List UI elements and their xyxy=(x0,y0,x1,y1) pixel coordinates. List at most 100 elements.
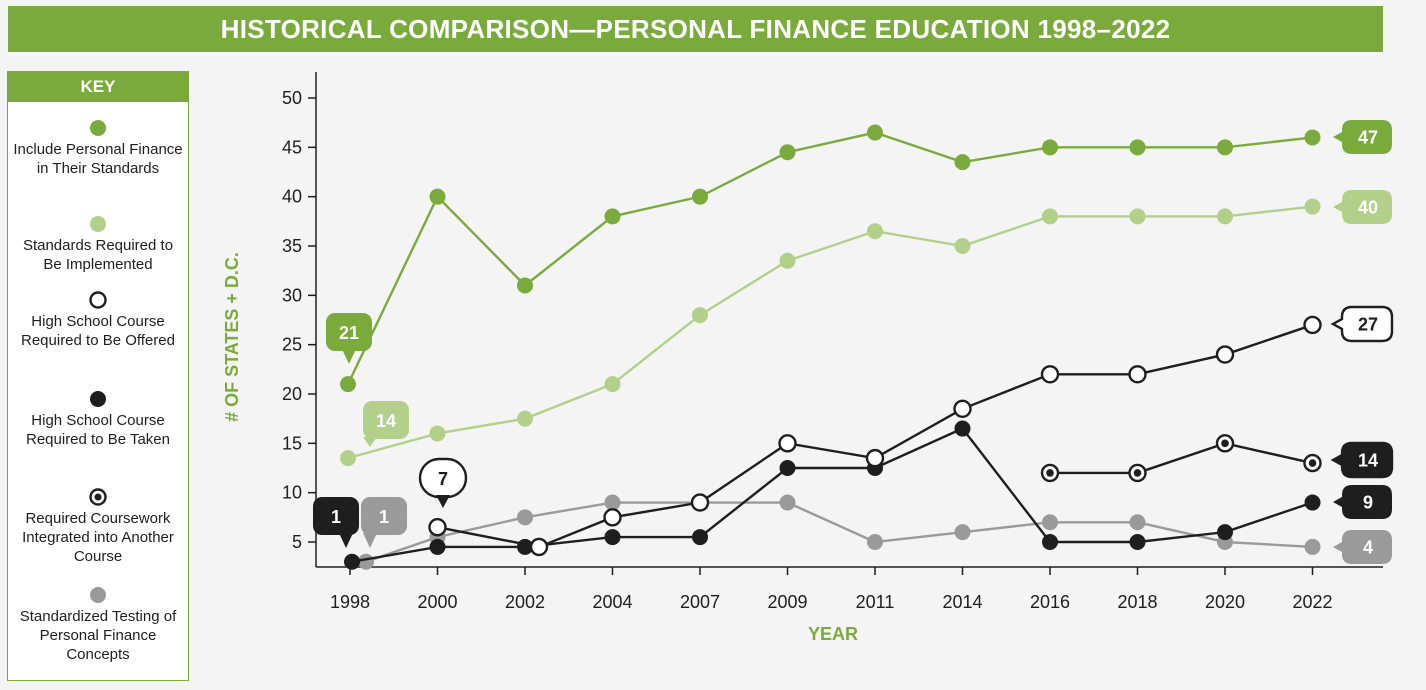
start-label-text: 14 xyxy=(376,411,396,431)
y-tick-label: 20 xyxy=(282,384,302,404)
data-point xyxy=(1215,345,1235,364)
end-label-integrated: 14 xyxy=(1330,441,1394,479)
y-tick-label: 35 xyxy=(282,236,302,256)
y-tick-label: 40 xyxy=(282,187,302,207)
start-label-standards: 21 xyxy=(326,313,372,364)
data-point xyxy=(1217,208,1233,225)
data-point xyxy=(1042,139,1058,156)
series-line-course-taken xyxy=(351,427,1313,563)
data-point xyxy=(1129,139,1146,156)
data-point xyxy=(867,223,883,240)
start-label-text: 7 xyxy=(438,469,448,489)
data-point xyxy=(1304,198,1321,215)
data-point xyxy=(954,238,971,254)
data-point xyxy=(865,448,885,468)
start-label-text: 1 xyxy=(331,507,341,527)
legend-label: High School Course Required to Be Offere… xyxy=(21,313,175,349)
data-point xyxy=(692,188,708,205)
end-label-text: 4 xyxy=(1363,538,1373,558)
end-label-course-taken: 9 xyxy=(1333,485,1392,519)
data-point xyxy=(692,307,708,324)
start-label-course-taken: 1 xyxy=(313,497,359,548)
legend-item-integrated: Required Coursework Integrated into Anot… xyxy=(8,487,188,566)
legend-key: KEY Include Personal Finance in Their St… xyxy=(7,71,189,681)
end-label-text: 14 xyxy=(1358,451,1378,471)
x-tick-label: 2020 xyxy=(1205,592,1245,612)
data-point xyxy=(429,425,446,442)
start-label-testing: 1 xyxy=(361,497,407,548)
data-point xyxy=(1129,208,1146,225)
data-point xyxy=(867,124,883,141)
y-tick-label: 25 xyxy=(282,335,302,355)
data-point xyxy=(1304,494,1321,511)
light-green-dot-icon xyxy=(90,216,106,232)
end-label-text: 47 xyxy=(1358,128,1378,148)
series-standards-required xyxy=(340,198,1321,467)
x-tick-label: 1998 xyxy=(330,592,370,612)
open-circle-icon xyxy=(89,291,107,309)
start-label-course-offered: 7 xyxy=(418,457,468,508)
data-point xyxy=(429,538,446,555)
data-point xyxy=(1128,463,1147,483)
end-label-text: 40 xyxy=(1358,198,1378,218)
data-point xyxy=(604,376,621,393)
y-tick-label: 15 xyxy=(282,433,302,453)
chart-title: HISTORICAL COMPARISON—PERSONAL FINANCE E… xyxy=(8,6,1383,52)
x-tick-label: 2009 xyxy=(767,592,807,612)
data-point xyxy=(340,376,356,393)
data-point xyxy=(954,524,971,541)
legend-item-course-taken: High School Course Required to Be Taken xyxy=(8,389,188,449)
legend-item-standards-required: Standards Required to Be Implemented xyxy=(8,214,188,274)
legend-item-course-offered: High School Course Required to Be Offere… xyxy=(8,290,188,350)
legend-label: Required Coursework Integrated into Anot… xyxy=(22,510,174,565)
data-point xyxy=(1217,139,1233,156)
series-integrated xyxy=(1040,434,1322,483)
data-point xyxy=(358,553,374,570)
y-axis-title: # OF STATES + D.C. xyxy=(222,252,242,422)
end-label-text: 9 xyxy=(1363,493,1373,513)
x-tick-label: 2004 xyxy=(592,592,632,612)
green-dot-icon xyxy=(90,120,106,136)
series-line-course-offered xyxy=(437,323,1313,549)
legend-label: Standardized Testing of Personal Finance… xyxy=(19,608,177,663)
x-axis-title: YEAR xyxy=(808,624,858,644)
data-point xyxy=(1129,534,1146,550)
data-point xyxy=(779,460,796,476)
end-label-text: 27 xyxy=(1358,315,1378,335)
data-point xyxy=(340,450,356,467)
series-standards xyxy=(340,124,1321,393)
data-point xyxy=(1042,534,1058,550)
data-point xyxy=(517,509,533,526)
series-line-standards-required xyxy=(347,205,1313,460)
y-tick-label: 30 xyxy=(282,285,302,305)
data-point xyxy=(428,518,447,537)
x-tick-label: 2000 xyxy=(417,592,457,612)
data-point xyxy=(603,508,622,527)
data-point xyxy=(1128,365,1147,384)
legend-label: High School Course Required to Be Taken xyxy=(26,412,170,448)
data-point xyxy=(604,529,621,546)
data-point xyxy=(1042,208,1058,225)
series-line-testing xyxy=(365,501,1313,563)
y-tick-label: 45 xyxy=(282,137,302,157)
x-tick-label: 2011 xyxy=(856,592,895,612)
data-point xyxy=(1217,524,1233,541)
legend-item-standards: Include Personal Finance in Their Standa… xyxy=(8,118,188,178)
x-tick-label: 2018 xyxy=(1117,592,1157,612)
x-tick-label: 2002 xyxy=(505,592,545,612)
data-point xyxy=(604,494,621,511)
data-point xyxy=(690,493,710,512)
legend-item-testing: Standardized Testing of Personal Finance… xyxy=(8,585,188,664)
data-point xyxy=(692,529,708,546)
data-point xyxy=(429,188,446,205)
data-point xyxy=(954,154,971,171)
data-point xyxy=(953,399,972,418)
data-point xyxy=(1215,434,1235,453)
data-point xyxy=(779,144,796,161)
series-course-offered xyxy=(428,315,1322,557)
data-point xyxy=(1129,514,1146,531)
data-point xyxy=(1304,129,1321,146)
series-line-integrated xyxy=(1050,442,1313,475)
data-point xyxy=(1040,463,1060,483)
